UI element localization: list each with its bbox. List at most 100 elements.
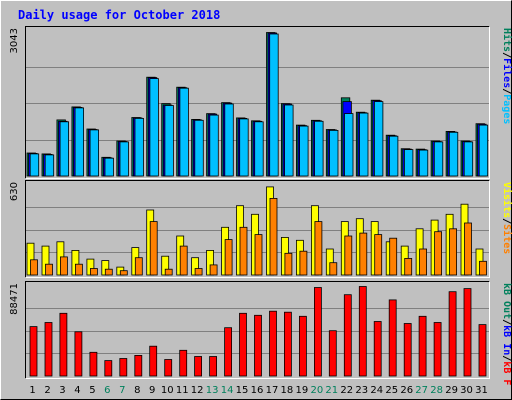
- bar-kb-f-day-25: [388, 299, 397, 377]
- bar-sites-day-12: [194, 268, 203, 276]
- legend-entry: kB In: [501, 325, 512, 355]
- legend-kbytes: kB Out/kB In/kB F: [501, 283, 512, 385]
- x-tick-label: 4: [74, 385, 80, 396]
- bar-pages-day-1: [29, 153, 40, 177]
- panel-inset-highlight: [25, 281, 490, 379]
- bar-kb-f-day-23: [358, 286, 367, 377]
- bar-pages-day-13: [209, 114, 219, 177]
- bar-sites-day-2: [45, 263, 53, 276]
- chart-panels: 3043 Hits/Files/Pages 630 Visits/Sites 88471…: [9, 26, 512, 385]
- bar-pages-day-17: [269, 33, 279, 177]
- legend-hits-files-pages: Hits/Files/Pages: [501, 28, 512, 124]
- x-tick-label: 2: [44, 385, 50, 396]
- legend-entry: /: [501, 52, 512, 58]
- bar-sites-day-10: [164, 268, 173, 276]
- bar-pages-day-12: [194, 119, 204, 177]
- bar-sites-day-30: [464, 222, 472, 276]
- bar-sites-day-20: [314, 221, 323, 276]
- legend-entry: Hits: [501, 28, 512, 52]
- x-tick-label: 15: [236, 385, 249, 396]
- bar-pages-day-11: [179, 87, 189, 177]
- x-tick-label: 5: [89, 385, 95, 396]
- bar-kb-f-day-30: [463, 288, 472, 377]
- bar-sites-day-8: [134, 257, 143, 276]
- panel-inset-shadow: [25, 26, 490, 179]
- bar-pages-day-19: [299, 125, 309, 177]
- panel-inset-shadow: [25, 180, 490, 278]
- bar-kb-f-day-31: [478, 324, 487, 377]
- x-tick-label: 21: [325, 385, 338, 396]
- bar-kb-f-day-22: [343, 294, 352, 377]
- bar-sites-day-21: [329, 262, 338, 276]
- bar-kb-f-day-28: [433, 322, 442, 377]
- bar-pages-day-28: [433, 141, 444, 177]
- bar-pages-day-4: [74, 107, 84, 177]
- bar-kb-f-day-6: [104, 360, 113, 377]
- x-tick-label: 28: [430, 385, 443, 396]
- bar-pages-day-26: [403, 149, 414, 177]
- bar-pages-day-30: [463, 141, 474, 177]
- bar-sites-day-1: [30, 259, 38, 276]
- bars-kbytes: [29, 286, 487, 377]
- x-tick-label: 20: [311, 385, 324, 396]
- bar-pages-day-16: [254, 121, 264, 177]
- y-axis-max-label: 630: [9, 182, 20, 201]
- bar-sites-day-16: [254, 234, 263, 276]
- panel-inset-shadow: [25, 281, 490, 379]
- bar-sites-day-24: [374, 234, 383, 276]
- bar-pages-day-21: [329, 129, 339, 177]
- legend-entry: Visits: [501, 182, 512, 218]
- bar-kb-f-day-8: [134, 354, 143, 377]
- bar-sites-day-22: [344, 235, 353, 276]
- legend-entry: Files: [501, 58, 512, 88]
- legend-visits-sites: Visits/Sites: [501, 182, 512, 254]
- bar-kb-f-day-26: [403, 323, 412, 377]
- bar-pages-day-8: [134, 118, 144, 177]
- bar-kb-f-day-20: [313, 287, 322, 377]
- panel-inset-highlight: [25, 26, 490, 179]
- bar-sites-day-28: [434, 231, 443, 276]
- bar-kb-f-day-11: [179, 349, 188, 377]
- bar-pages-day-9: [149, 78, 159, 177]
- x-tick-label: 19: [296, 385, 309, 396]
- x-tick-label: 11: [176, 385, 189, 396]
- bar-sites-day-4: [75, 263, 83, 276]
- bar-pages-day-3: [59, 121, 69, 177]
- bar-kb-f-day-27: [418, 315, 427, 377]
- x-tick-label: 26: [400, 385, 413, 396]
- bar-sites-day-17: [269, 197, 278, 276]
- x-tick-label: 30: [460, 385, 473, 396]
- bar-sites-day-3: [60, 256, 68, 276]
- legend-entry: /: [501, 355, 512, 361]
- x-tick-label: 16: [251, 385, 264, 396]
- bar-sites-day-9: [149, 221, 158, 276]
- legend-entry: /: [501, 88, 512, 94]
- panel-hits-files-pages: 3043 Hits/Files/Pages: [9, 26, 512, 179]
- bar-sites-day-25: [389, 237, 398, 276]
- bar-kb-f-day-24: [373, 321, 382, 377]
- bar-kb-f-day-10: [164, 359, 173, 377]
- x-tick-label: 17: [266, 385, 279, 396]
- x-tick-label: 29: [445, 385, 458, 396]
- bar-kb-f-day-16: [254, 314, 262, 377]
- bar-kb-f-day-29: [448, 291, 457, 377]
- panel-inset-highlight: [25, 180, 490, 278]
- x-tick-label: 14: [221, 385, 234, 396]
- bar-kb-f-day-17: [269, 310, 277, 377]
- x-tick-label: 18: [281, 385, 294, 396]
- bars-hits-files-pages: [26, 32, 489, 177]
- bar-kb-f-day-5: [89, 351, 98, 377]
- bar-kb-f-day-3: [59, 312, 68, 377]
- x-tick-label: 12: [191, 385, 204, 396]
- bar-sites-day-7: [119, 270, 128, 276]
- bar-pages-day-23: [359, 112, 369, 177]
- bar-kb-f-day-2: [44, 322, 53, 377]
- bar-sites-day-18: [284, 252, 293, 276]
- bar-kb-f-day-21: [328, 330, 337, 377]
- bar-sites-day-27: [419, 248, 428, 276]
- panel-kbytes: 88471 kB Out/kB In/kB F: [9, 281, 512, 385]
- bar-kb-f-day-9: [149, 345, 158, 377]
- bar-sites-day-19: [299, 250, 308, 276]
- bar-sites-day-29: [449, 228, 458, 276]
